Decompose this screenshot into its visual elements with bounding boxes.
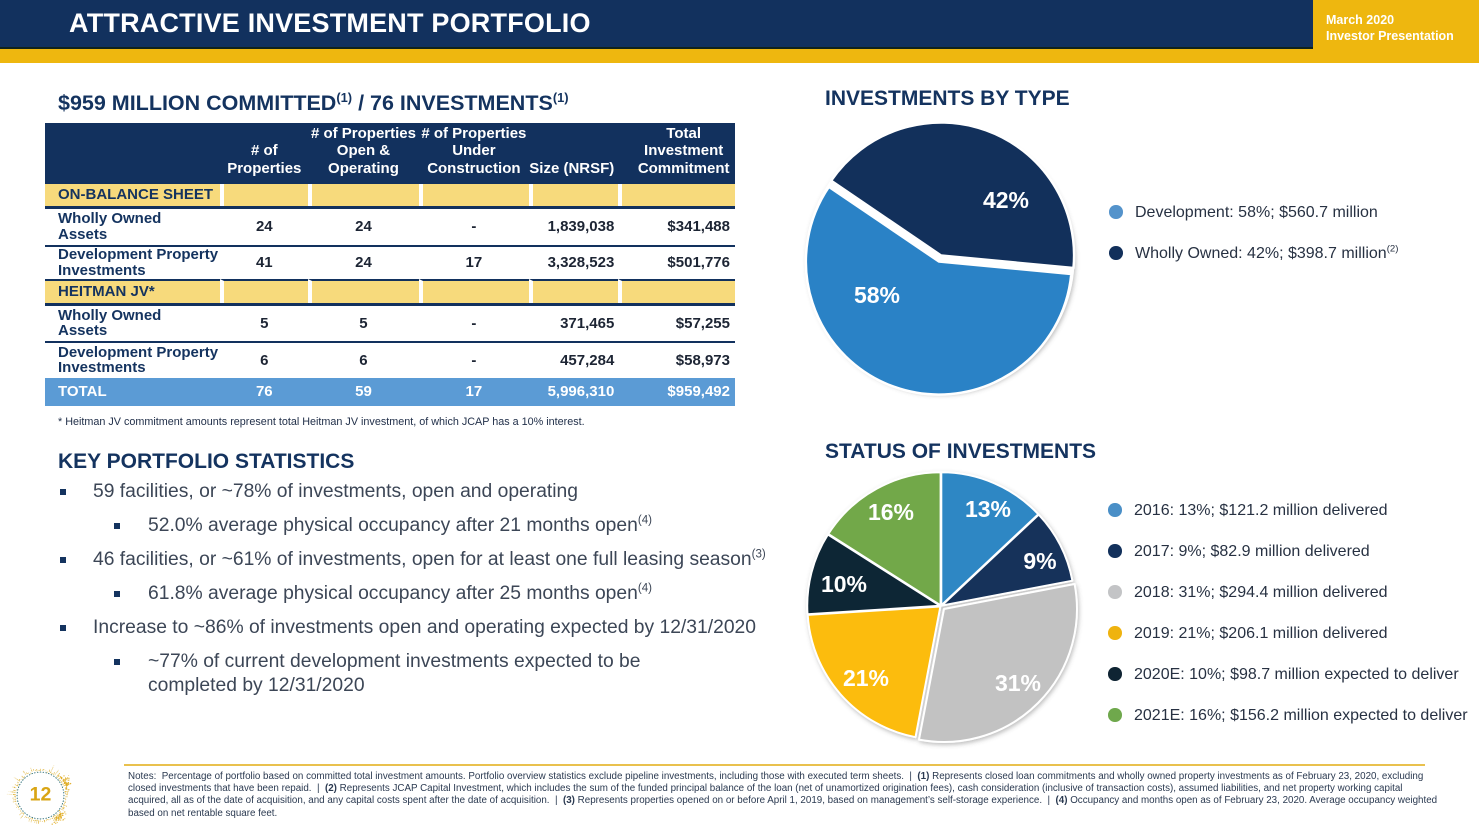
svg-text:13%: 13% <box>965 496 1011 522</box>
svg-text:16%: 16% <box>868 499 914 525</box>
svg-text:12: 12 <box>30 784 52 806</box>
svg-text:58%: 58% <box>854 282 900 308</box>
svg-text:21%: 21% <box>843 665 889 691</box>
svg-text:9%: 9% <box>1023 548 1056 574</box>
svg-text:10%: 10% <box>821 571 867 597</box>
svg-text:42%: 42% <box>983 187 1029 213</box>
svg-text:31%: 31% <box>995 670 1041 696</box>
